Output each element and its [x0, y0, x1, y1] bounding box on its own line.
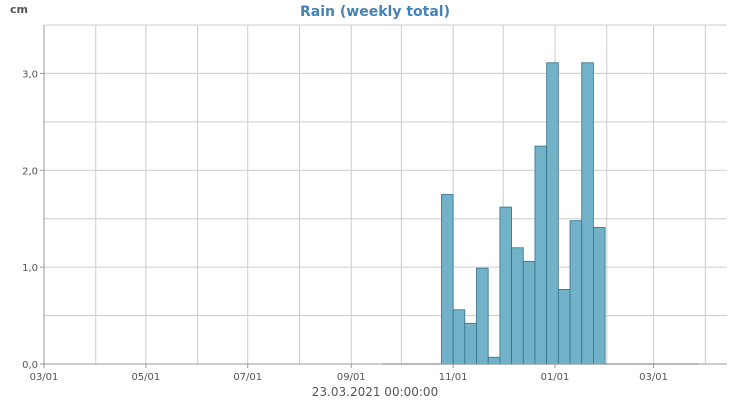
rain-bar: [452, 309, 466, 365]
timestamp-label: 23.03.2021 00:00:00: [312, 385, 438, 399]
y-tick-label: 0,0: [22, 360, 38, 371]
axes: [43, 25, 727, 365]
x-tick-label: 03/01: [30, 372, 59, 383]
y-tick-label: 1,0: [22, 263, 38, 274]
rain-bar: [557, 289, 571, 365]
x-tick-label: 03/01: [639, 372, 668, 383]
chart-title: Rain (weekly total): [300, 4, 450, 20]
rain-bar: [546, 62, 559, 365]
y-tick-label: 2,0: [22, 166, 38, 177]
rain-bar: [581, 62, 594, 365]
rain-bar: [476, 267, 489, 365]
rain-bar: [569, 220, 583, 365]
x-tick-label: 09/01: [337, 372, 366, 383]
grid-lines: [43, 24, 727, 364]
x-tick-label: 11/01: [439, 372, 468, 383]
y-axis-ticks: 0,0 1,0 2,0 3,0: [22, 69, 44, 371]
x-tick-label: 01/01: [541, 372, 570, 383]
x-tick-label: 07/01: [233, 372, 262, 383]
rain-bar: [441, 194, 454, 365]
x-tick-label: 05/01: [131, 372, 160, 383]
bar-series: [382, 62, 699, 365]
rain-bar: [511, 247, 524, 365]
rain-bar: [534, 145, 548, 365]
y-tick-label: 3,0: [22, 69, 38, 80]
rain-bar: [464, 322, 477, 365]
rain-bar: [499, 206, 512, 365]
y-axis-unit-label: cm: [10, 3, 28, 16]
rain-bar: [487, 356, 501, 365]
x-axis-ticks: 03/01 05/01 07/01 09/01 11/01 01/01 03/01: [30, 364, 668, 383]
rain-bar: [593, 227, 606, 365]
rain-bar: [522, 260, 536, 365]
